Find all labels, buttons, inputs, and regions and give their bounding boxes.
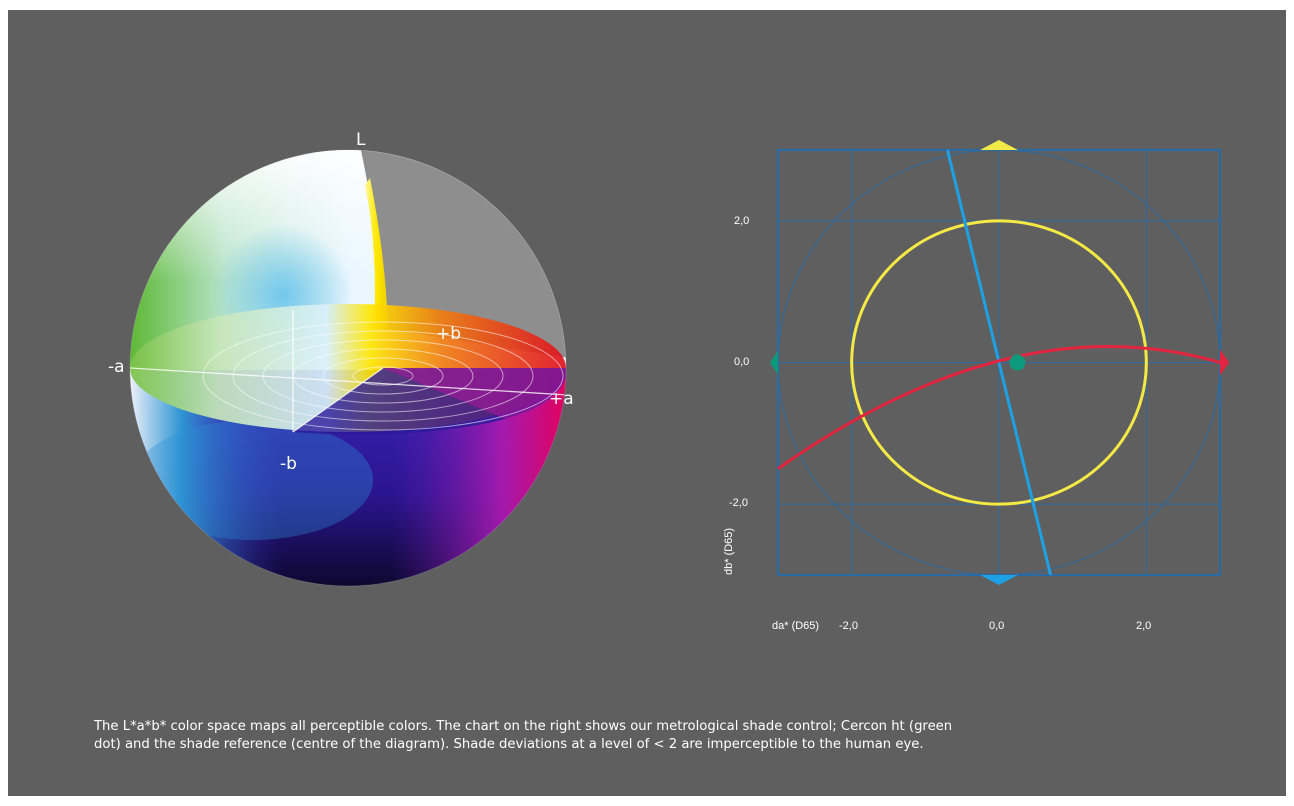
- label-l-axis: L: [356, 130, 366, 150]
- x-tick-label: -2,0: [839, 620, 858, 632]
- lab-color-sphere: [129, 149, 567, 587]
- x-axis-label: da* (D65): [772, 620, 820, 632]
- y-tick-label: -2,0: [729, 497, 748, 509]
- red-axis-curve: [777, 345, 1221, 470]
- y-tick-label: 0,0: [734, 356, 750, 368]
- x-tick-label: 0,0: [989, 620, 1005, 632]
- label-minus-a: -a: [108, 357, 125, 377]
- yellow-edge-marker: [980, 140, 1018, 150]
- caption-line: The L*a*b* color space maps all percepti…: [94, 719, 953, 734]
- data-point: [1009, 354, 1026, 371]
- caption-line: dot) and the shade reference (centre of …: [94, 737, 924, 752]
- label-plus-a: +a: [549, 389, 574, 409]
- y-axis-label: db* (D65): [723, 527, 735, 575]
- label-minus-b: -b: [280, 454, 297, 474]
- x-tick-label: 2,0: [1136, 620, 1152, 632]
- tolerance-circle: [850, 219, 1148, 506]
- figure-panel: L +b -a +a -b 2,0 0,0 -2,0 da* (D65) -2,…: [8, 10, 1286, 796]
- chart-markers: [770, 140, 1229, 585]
- label-plus-b: +b: [436, 324, 462, 344]
- green-edge-marker: [770, 350, 778, 375]
- chart-curves: [777, 149, 1221, 576]
- figure-caption: The L*a*b* color space maps all percepti…: [94, 718, 1224, 754]
- red-edge-marker: [1220, 349, 1229, 376]
- blue-axis-line: [945, 149, 1053, 576]
- blue-edge-marker: [980, 575, 1018, 585]
- y-tick-label: 2,0: [734, 215, 750, 227]
- shade-deviation-chart: [770, 140, 1229, 585]
